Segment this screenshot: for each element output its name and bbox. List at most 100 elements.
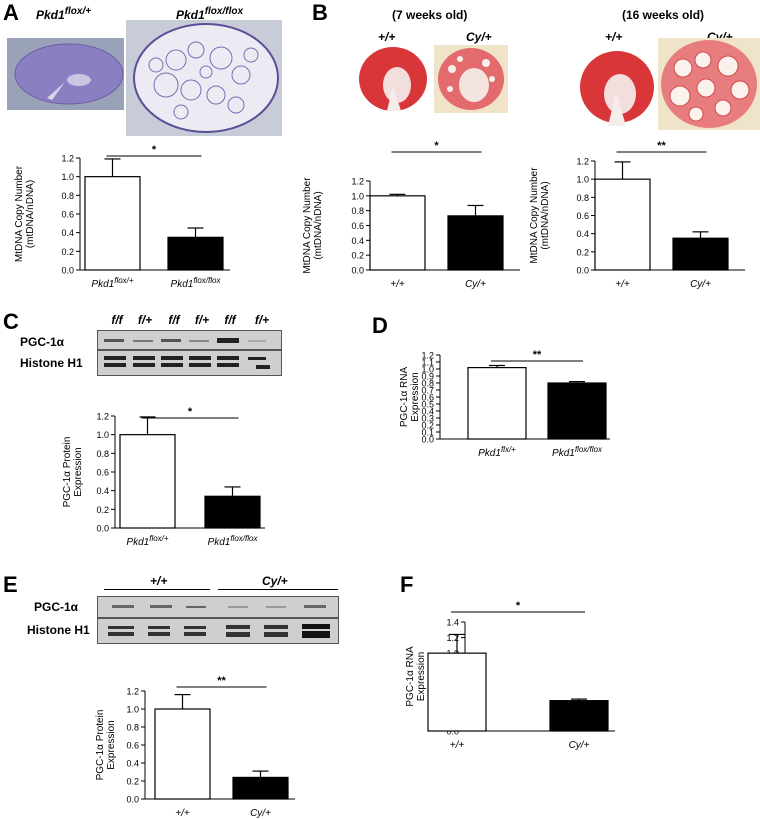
significance-stars: ** [217, 675, 226, 687]
y-axis-label-line: (mtDNA/nDNA) [25, 180, 36, 248]
kidney-section-drawing [14, 43, 124, 105]
y-axis-label-line: PGC-1α RNA [399, 367, 410, 428]
kidney-section-drawing [359, 47, 427, 111]
western-blot-pgc1a [97, 596, 339, 618]
y-axis-label-line: Expression [73, 447, 84, 496]
bar [119, 434, 176, 529]
kidney-section-drawing [133, 23, 279, 133]
y-axis-label: PGC-1α ProteinExpression [62, 437, 84, 508]
genotype-label-cy: Cy/+ [466, 30, 492, 44]
x-tick-label-base: Pkd1 [552, 448, 575, 459]
y-tick-label: 1.2 [351, 177, 364, 187]
x-tick-label-sup: flox/flox [193, 276, 221, 285]
y-tick-label: 0.0 [96, 524, 109, 534]
blot-row-label-pgc1a: PGC-1α [34, 600, 79, 614]
significance-stars: * [434, 140, 439, 152]
x-tick-label: Pkd1flox/flox [171, 276, 222, 290]
y-tick-label: 0.4 [126, 759, 139, 769]
y-tick-label: 0.1 [421, 428, 434, 438]
x-tick-label-sup: flox/flox [575, 445, 603, 454]
image-label-sup: flox/+ [64, 6, 92, 17]
image-label-base: Pkd1 [36, 8, 65, 22]
western-blot-histone [97, 618, 339, 644]
bar [672, 237, 729, 271]
group-label-cy: Cy/+ [262, 574, 288, 588]
significance-stars: ** [533, 349, 542, 361]
bar [84, 176, 141, 271]
kidney-section-image-16wk-wt [578, 48, 656, 126]
bar [232, 776, 289, 800]
lane-label: f/f [111, 313, 123, 327]
significance-stars: ** [657, 140, 666, 152]
bar [427, 652, 487, 732]
x-tick-label: Cy/+ [569, 740, 590, 751]
y-tick-label: 1.2 [96, 412, 109, 422]
panel-letter-f: F [400, 572, 414, 597]
y-tick-label: 0.5 [421, 400, 434, 410]
panel-letter-e: E [3, 572, 18, 597]
x-tick-label-base: Pkd1 [171, 279, 194, 290]
x-tick-label-sup: flox/flox [230, 534, 258, 543]
x-tick-label: Cy/+ [465, 279, 486, 290]
y-tick-label: 0.2 [421, 421, 434, 431]
x-tick-label-sup: flx/+ [501, 445, 516, 454]
x-tick-label: Cy/+ [690, 279, 711, 290]
y-tick-label: 1.2 [126, 687, 139, 697]
bar [167, 236, 224, 271]
bar [594, 178, 651, 271]
y-tick-label: 0.8 [61, 191, 74, 201]
y-tick-label: 0.6 [61, 210, 74, 220]
x-tick-label: +/+ [615, 279, 630, 290]
y-tick-label: 0.6 [96, 468, 109, 478]
x-tick-label-base: +/+ [615, 279, 630, 290]
group-bracket-cy [218, 589, 338, 590]
significance-stars: * [516, 600, 521, 612]
y-axis-label-line: PGC-1α Protein [95, 710, 106, 781]
y-tick-label: 0.4 [421, 407, 434, 417]
y-axis-label-line: MtDNA Copy Number [302, 177, 313, 274]
y-tick-label: 0.2 [61, 247, 74, 257]
chart-a-mtdna-copy-number: 0.0 0.2 0.4 0.6 0.8 1.0 1.2 MtDNA Copy Number(m… [14, 144, 230, 290]
group-label-7-weeks: (7 weeks old) [392, 8, 468, 22]
x-tick-label-base: Cy/+ [250, 808, 271, 819]
blot-row-label-histone: Histone H1 [20, 356, 83, 370]
bar [154, 708, 211, 800]
group-bracket-wt [104, 589, 210, 590]
y-axis-label-line: Expression [106, 720, 117, 769]
x-tick-label-base: Pkd1 [126, 537, 149, 548]
y-tick-label: 1.2 [421, 351, 434, 361]
image-label-pkd1-flox-hom: Pkd1flox/flox [176, 6, 243, 22]
western-blot-histone [97, 350, 282, 376]
image-label-pkd1-flox-het: Pkd1flox/+ [36, 6, 91, 22]
bar [547, 382, 607, 440]
y-tick-label: 1.0 [421, 365, 434, 375]
y-tick-label: 0.6 [576, 211, 589, 221]
y-tick-label: 0.4 [351, 236, 364, 246]
y-tick-label: 0.7 [421, 386, 434, 396]
blot-row-label-histone: Histone H1 [27, 623, 90, 637]
lane-label: f/+ [137, 313, 153, 327]
y-axis-label: PGC-1α RNAExpression [405, 646, 427, 707]
group-label-16-weeks: (16 weeks old) [622, 8, 705, 22]
y-tick-label: 0.9 [421, 372, 434, 382]
y-tick-label: 0.8 [576, 193, 589, 203]
y-axis-label-line: Expression [416, 652, 427, 701]
y-tick-label: 1.0 [351, 191, 364, 201]
x-tick-label: Pkd1flox/+ [91, 276, 133, 290]
image-label-sup: flox/flox [204, 6, 244, 17]
y-tick-label: 0.4 [576, 229, 589, 239]
y-tick-label: 0.6 [351, 221, 364, 231]
y-tick-label: 0.8 [126, 723, 139, 733]
y-tick-label: 0.0 [421, 435, 434, 445]
lane-label: f/f [168, 313, 180, 327]
kidney-section-image-16wk-cy [658, 38, 760, 130]
x-tick-label: Pkd1flox/flox [208, 534, 259, 548]
bar [467, 366, 527, 440]
y-tick-label: 1.2 [446, 633, 459, 643]
x-tick-label-sup: flox/+ [114, 276, 134, 285]
x-tick-label-base: Cy/+ [465, 279, 486, 290]
panel-letter-c: C [3, 309, 19, 334]
y-tick-label: 1.4 [446, 618, 459, 628]
x-tick-label: +/+ [390, 279, 405, 290]
